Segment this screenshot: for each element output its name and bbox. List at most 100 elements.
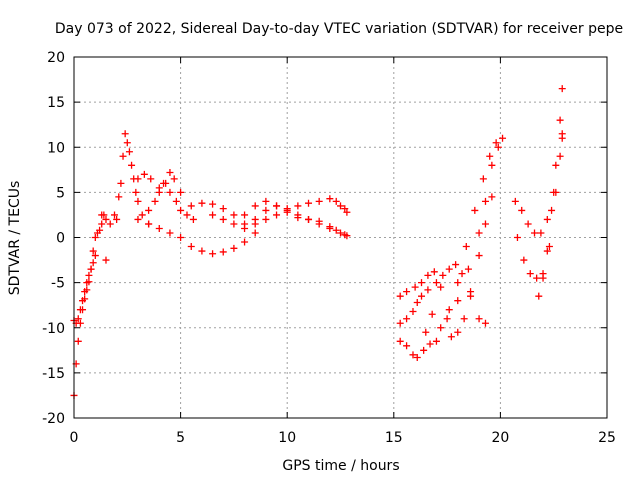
data-point — [447, 333, 455, 341]
y-tick-label: 5 — [56, 185, 65, 201]
data-point — [422, 328, 430, 336]
data-point — [403, 315, 411, 323]
data-point — [106, 220, 114, 228]
data-point — [134, 175, 142, 183]
series-arc-f — [134, 215, 259, 258]
data-point — [117, 179, 125, 187]
series-arc-k — [337, 202, 351, 216]
data-point — [294, 202, 302, 210]
data-point — [166, 169, 174, 177]
data-points — [70, 85, 566, 399]
data-point — [230, 211, 238, 219]
series-arc-s — [422, 261, 489, 336]
data-point — [138, 211, 146, 219]
series-arc-p — [437, 134, 507, 332]
data-point — [241, 211, 249, 219]
data-point — [76, 306, 84, 314]
data-point — [123, 139, 131, 147]
data-point — [409, 351, 417, 359]
data-point — [89, 259, 97, 267]
data-point — [166, 188, 174, 196]
data-point — [151, 197, 159, 205]
data-point — [486, 152, 494, 160]
data-point — [556, 152, 564, 160]
series-arc-d — [98, 193, 123, 228]
data-point — [526, 270, 534, 278]
data-point — [147, 175, 155, 183]
y-tick-label: 0 — [56, 231, 65, 247]
grid — [74, 57, 607, 418]
data-point — [403, 288, 411, 296]
data-point — [513, 234, 521, 241]
data-point — [535, 292, 543, 300]
data-point — [315, 197, 323, 205]
data-point — [531, 229, 539, 237]
data-point — [96, 226, 104, 234]
data-point — [219, 205, 227, 213]
series-arc-n — [396, 271, 447, 327]
data-point — [183, 211, 191, 219]
data-point — [332, 197, 340, 205]
data-point — [420, 346, 428, 354]
data-point — [98, 211, 106, 219]
data-point — [166, 229, 174, 237]
data-point — [74, 337, 82, 345]
data-point — [187, 202, 195, 210]
data-point — [518, 206, 526, 214]
x-tick-label: 5 — [176, 430, 185, 446]
x-tick-label: 0 — [70, 430, 79, 446]
data-point — [452, 261, 460, 269]
data-point — [537, 229, 545, 237]
data-point — [396, 292, 404, 300]
series-arc-l — [337, 229, 351, 240]
data-point — [437, 283, 445, 291]
data-point — [454, 328, 462, 336]
x-tick-label: 20 — [491, 430, 509, 446]
data-point — [396, 337, 404, 345]
data-point — [428, 310, 436, 318]
data-point — [343, 208, 351, 216]
data-point — [471, 206, 479, 214]
data-point — [315, 217, 323, 225]
data-point — [125, 148, 133, 156]
data-point — [74, 315, 82, 323]
y-tick-label: -15 — [42, 366, 65, 382]
data-point — [545, 243, 553, 251]
data-point — [492, 139, 500, 147]
data-point — [198, 199, 206, 207]
data-point — [155, 224, 163, 232]
data-point — [439, 271, 447, 279]
data-point — [533, 274, 541, 282]
data-point — [262, 215, 270, 223]
data-point — [475, 229, 483, 237]
data-point — [454, 297, 462, 305]
data-point — [409, 308, 417, 316]
data-point — [424, 271, 432, 279]
data-point — [432, 279, 440, 287]
data-point — [479, 175, 487, 183]
data-point — [543, 247, 551, 255]
series-arc-j — [241, 197, 334, 231]
data-point — [140, 170, 148, 178]
data-point — [458, 270, 466, 278]
series-arc-t — [511, 134, 566, 237]
data-point — [251, 220, 259, 228]
data-point — [411, 283, 419, 291]
data-point — [219, 248, 227, 256]
data-point — [467, 292, 475, 300]
data-point — [134, 197, 142, 205]
data-point — [219, 215, 227, 223]
data-point — [91, 234, 99, 241]
data-point — [305, 199, 313, 207]
data-point — [262, 206, 270, 214]
data-point — [305, 215, 313, 223]
data-point — [83, 279, 91, 287]
data-point — [111, 211, 119, 219]
data-point — [198, 247, 206, 255]
x-axis-label: GPS time / hours — [282, 458, 399, 474]
data-point — [418, 292, 426, 300]
data-point — [241, 238, 249, 246]
data-point — [273, 211, 281, 219]
y-tick-label: -20 — [42, 411, 65, 427]
y-tick-label: -5 — [51, 276, 65, 292]
